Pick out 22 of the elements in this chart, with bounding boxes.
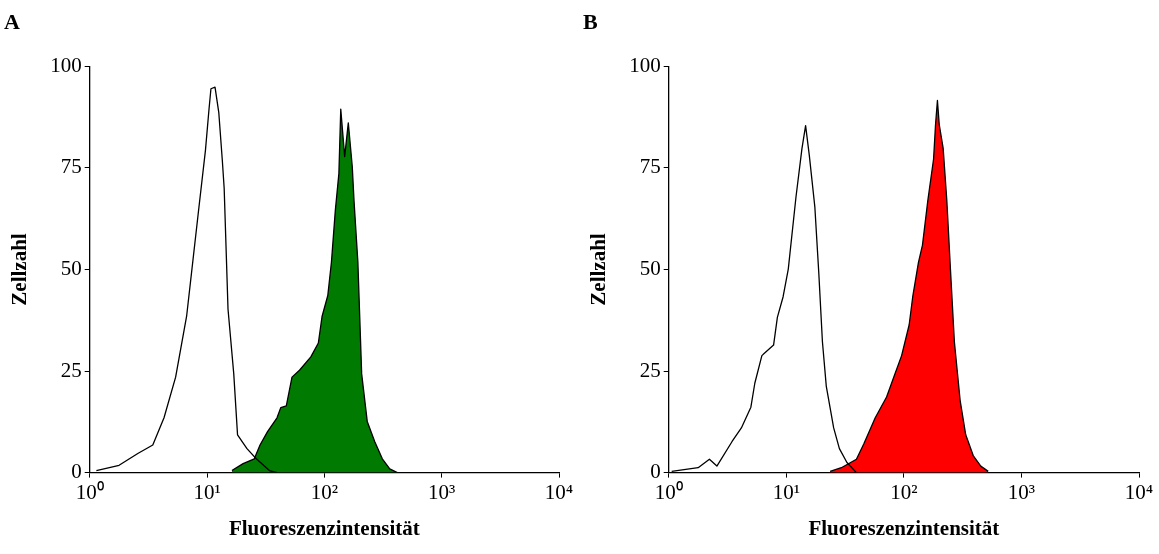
x-tick-label: 10⁴ bbox=[544, 479, 574, 504]
x-tick-label: 10¹ bbox=[772, 479, 800, 504]
y-tick-label: 25 bbox=[639, 357, 661, 382]
y-tick-label: 100 bbox=[50, 52, 82, 77]
y-tick-label: 25 bbox=[60, 357, 82, 382]
chart-title: B bbox=[583, 8, 598, 34]
chart-title: A bbox=[4, 8, 20, 34]
y-axis-title: Zellzahl bbox=[586, 233, 611, 306]
y-axis-title: Zellzahl bbox=[7, 233, 32, 306]
y-tick-label: 100 bbox=[629, 52, 661, 77]
x-tick-label: 10³ bbox=[1007, 479, 1036, 504]
x-axis-title: Fluoreszenzintensität bbox=[228, 515, 420, 540]
x-tick-label: 10² bbox=[890, 479, 918, 504]
x-tick-label: 10² bbox=[310, 479, 338, 504]
y-tick-label: 50 bbox=[639, 256, 661, 281]
x-tick-label: 10⁴ bbox=[1124, 479, 1154, 504]
y-tick-label: 50 bbox=[60, 256, 82, 281]
x-tick-label: 10¹ bbox=[193, 479, 221, 504]
x-axis-title: Fluoreszenzintensität bbox=[808, 515, 1000, 540]
x-tick-label: 10³ bbox=[428, 479, 456, 504]
y-tick-label: 75 bbox=[639, 154, 661, 179]
y-tick-label: 75 bbox=[60, 154, 82, 179]
